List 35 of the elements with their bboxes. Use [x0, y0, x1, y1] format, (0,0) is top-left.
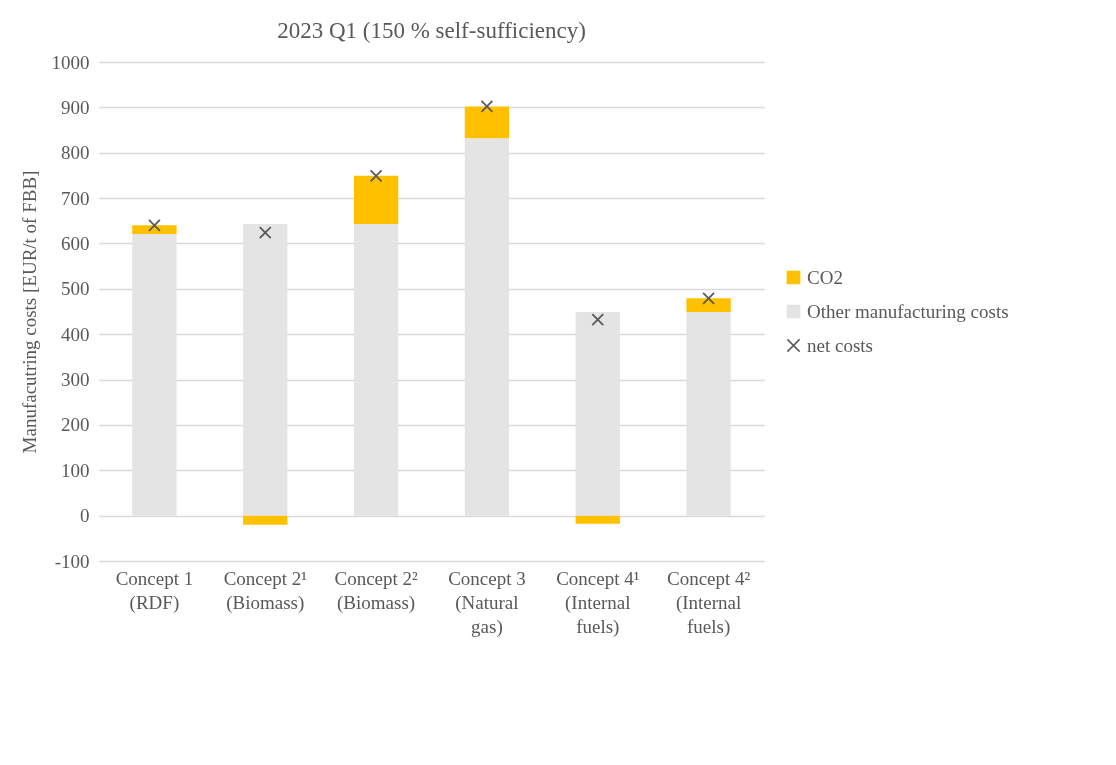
y-tick-label: 100 — [61, 459, 90, 481]
point — [148, 218, 161, 232]
point — [480, 100, 494, 113]
y-tick-label: 500 — [61, 278, 90, 300]
x-tick-label: Concept 4¹ (Internal fuels) — [556, 567, 640, 638]
legend-label: Other manufacturing costs — [807, 300, 1009, 322]
point — [591, 313, 605, 327]
x-tick-label: Concept 2² (Biomass) — [334, 567, 419, 614]
point — [369, 169, 383, 183]
legend-label: CO2 — [807, 266, 843, 288]
y-tick-label: 200 — [61, 414, 90, 436]
bar — [464, 106, 510, 139]
bar — [132, 225, 177, 234]
y-tick-label: 0 — [80, 505, 90, 527]
x-tick-label: Concept 4² (Internal fuels) — [666, 567, 751, 638]
bar — [243, 515, 288, 525]
bar — [353, 175, 399, 224]
y-tick-label: 800 — [61, 142, 90, 164]
x-tick-label: Concept 3 (Natural gas) — [448, 567, 526, 638]
y-tick-label: 900 — [61, 96, 90, 118]
chart-title: 2023 Q1 (150 % self-sufficiency) — [277, 18, 586, 43]
y-tick-label: 700 — [61, 187, 90, 209]
y-tick-label: 600 — [61, 232, 90, 254]
y-axis-title: Manufacutring costs [EUR/t of FBB] — [18, 170, 40, 454]
y-tick-label: 400 — [61, 323, 90, 345]
y-tick-label: -100 — [54, 550, 90, 572]
x-tick-label: Concept 1 (RDF) — [115, 567, 194, 614]
legend-label: net costs — [807, 334, 873, 356]
y-tick-label: 1000 — [51, 51, 90, 73]
bar — [686, 298, 731, 312]
bar — [575, 515, 620, 524]
x-tick-label: Concept 2¹ (Biomass) — [223, 567, 308, 614]
point — [258, 226, 272, 239]
y-tick-label: 300 — [61, 369, 90, 391]
point — [702, 291, 715, 305]
